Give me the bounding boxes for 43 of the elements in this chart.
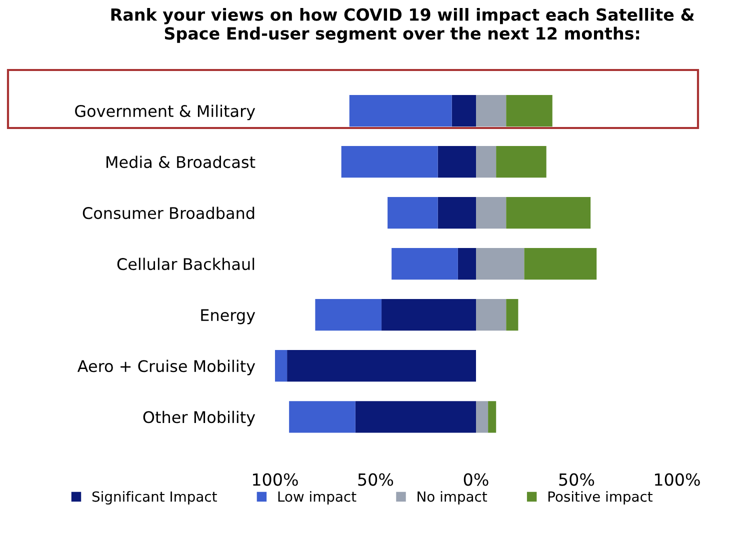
y-tick-label: Consumer Broadband xyxy=(82,206,254,220)
x-tick-label: 50% xyxy=(358,473,394,486)
y-tick-label: Energy xyxy=(201,309,256,324)
y-tick-label: Media & Broadcast xyxy=(106,156,256,168)
legend-label: Low impact xyxy=(278,491,356,505)
bar xyxy=(438,146,476,178)
bar xyxy=(341,146,438,178)
bar xyxy=(382,299,476,331)
legend-label: Positive impact xyxy=(548,491,653,505)
bar xyxy=(488,401,496,433)
chart-title: Rank your views on how COVID 19 will impact each Satellite & Space End-user segment over the next 12 months: xyxy=(111,8,694,44)
bar xyxy=(476,197,506,229)
bar xyxy=(476,401,488,433)
x-tick-label: 0% xyxy=(464,473,488,486)
bar xyxy=(476,146,496,178)
bar xyxy=(388,197,438,229)
bar xyxy=(476,94,506,127)
bar xyxy=(524,248,597,280)
bar xyxy=(452,94,476,127)
bar xyxy=(476,248,524,280)
y-tick-label: Aero + Cruise Mobility xyxy=(77,360,256,376)
bar xyxy=(476,299,506,331)
bar xyxy=(289,401,356,433)
bar xyxy=(458,248,476,280)
bar xyxy=(438,197,476,229)
y-tick-label: Other Mobility xyxy=(143,410,256,426)
bar xyxy=(287,350,476,382)
x-tick-label: 100% xyxy=(253,473,298,486)
bar xyxy=(349,94,452,127)
bar xyxy=(315,299,382,331)
bar xyxy=(275,350,288,382)
bar xyxy=(506,94,552,127)
bar xyxy=(392,248,458,280)
legend-label: No impact xyxy=(418,491,488,505)
x-tick-label: 100% xyxy=(655,473,700,486)
x-tick-label: 50% xyxy=(559,473,594,486)
bar xyxy=(506,197,591,229)
y-tick-label: Government & Military xyxy=(75,104,256,120)
bar xyxy=(506,299,518,331)
y-tick-label: Cellular Backhaul xyxy=(117,258,254,270)
bar xyxy=(496,146,546,178)
bar xyxy=(355,401,476,433)
legend-label: Significant Impact xyxy=(92,491,217,505)
